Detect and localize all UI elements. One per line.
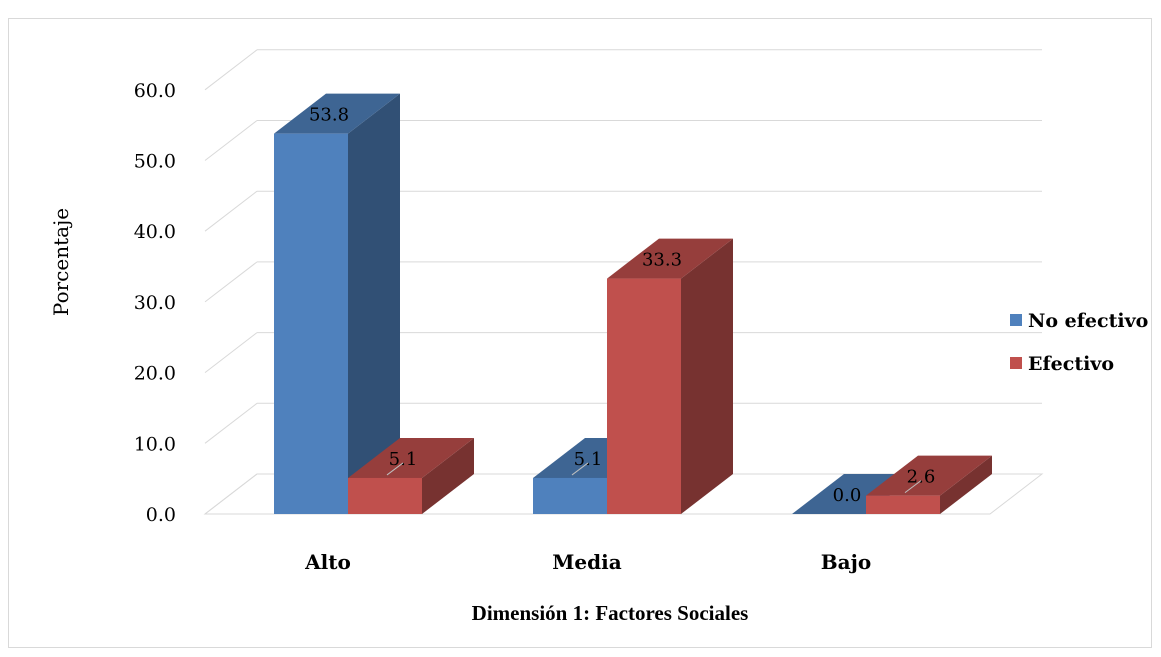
value-labels: 53.8 5.1 5.1 33.3 0.0 2.6 — [309, 105, 935, 506]
data-label: 5.1 — [389, 449, 418, 470]
legend-swatch-no-efectivo — [1010, 314, 1022, 326]
x-category-label: Media — [552, 550, 621, 574]
leader-line — [904, 480, 922, 494]
gridline-diagonal — [204, 120, 258, 161]
gridline-diagonal — [204, 261, 258, 303]
gridline-diagonal — [204, 49, 258, 91]
y-tick-label: 20.0 — [134, 363, 176, 385]
bar-alto-no-efectivo — [274, 93, 400, 514]
leader-line — [386, 462, 404, 476]
gridline-diagonal — [204, 190, 258, 232]
y-axis-ticks: 0.0 10.0 20.0 30.0 40.0 50.0 60.0 — [134, 80, 176, 526]
bars — [274, 93, 992, 514]
y-tick-label: 0.0 — [146, 504, 176, 526]
y-axis-title: Porcentaje — [49, 208, 73, 316]
bar-bajo-efectivo — [866, 455, 992, 514]
legend-label-no-efectivo: No efectivo — [1028, 310, 1148, 332]
data-label: 53.8 — [309, 105, 349, 126]
data-label: 33.3 — [642, 250, 682, 271]
gridline-diagonal — [204, 332, 258, 373]
x-category-label: Bajo — [821, 550, 871, 574]
y-tick-label: 10.0 — [134, 433, 176, 455]
x-axis-title: Dimensión 1: Factores Sociales — [472, 601, 749, 625]
y-tick-label: 50.0 — [134, 151, 176, 173]
leader-line — [571, 462, 589, 476]
x-category-label: Alto — [304, 550, 351, 574]
legend: No efectivo Efectivo — [1010, 310, 1148, 375]
chart-floor — [203, 473, 1044, 515]
bar-alto-efectivo — [348, 437, 474, 514]
data-label: 0.0 — [833, 485, 862, 506]
bar-media-efectivo — [607, 238, 733, 514]
legend-swatch-efectivo — [1010, 357, 1022, 369]
y-tick-label: 60.0 — [134, 80, 176, 102]
gridline-diagonal — [204, 402, 258, 444]
y-tick-label: 40.0 — [134, 221, 176, 243]
x-axis-categories: Alto Media Bajo — [304, 550, 871, 574]
legend-label-efectivo: Efectivo — [1028, 353, 1114, 375]
data-label: 5.1 — [574, 449, 603, 470]
y-tick-label: 30.0 — [134, 292, 176, 314]
data-label: 2.6 — [907, 467, 936, 488]
